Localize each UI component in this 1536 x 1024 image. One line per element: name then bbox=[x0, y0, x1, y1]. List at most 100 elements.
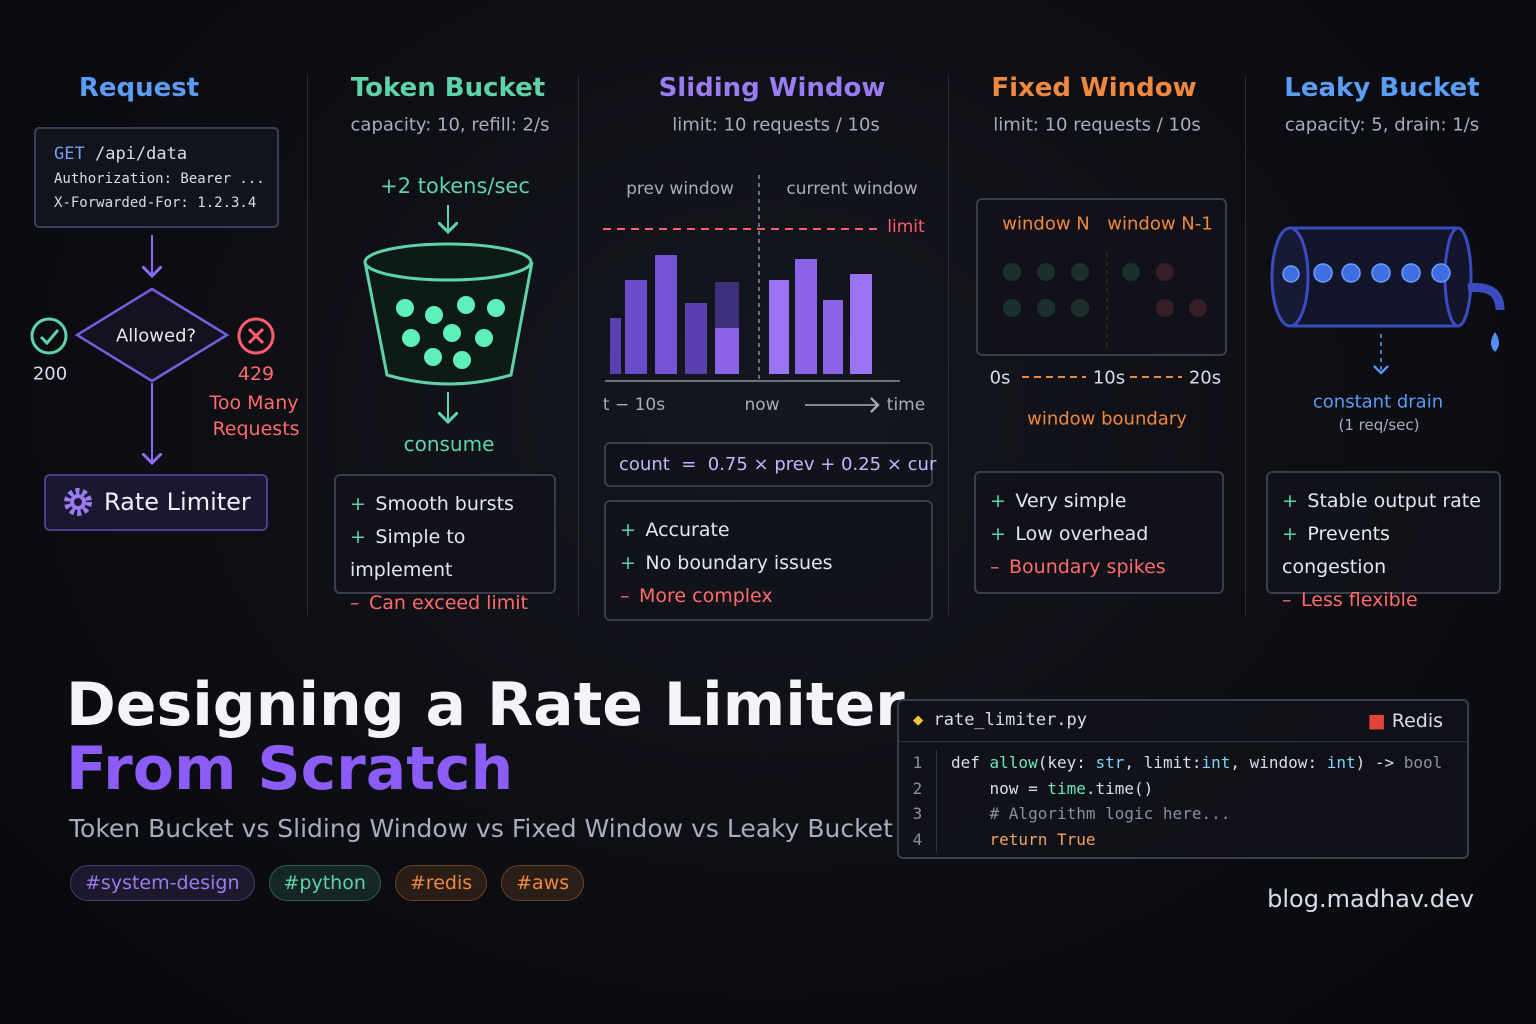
limit-label: limit bbox=[887, 217, 925, 237]
current-label: current window bbox=[786, 179, 918, 199]
cylinder-edges bbox=[1290, 226, 1458, 328]
tag: #aws bbox=[501, 865, 585, 901]
con-item: – More complex bbox=[620, 580, 917, 613]
headline: Designing a Rate Limiter bbox=[66, 670, 905, 740]
check-icon bbox=[30, 317, 68, 355]
line-number: 2 bbox=[899, 775, 937, 801]
code-token: int bbox=[1326, 753, 1356, 772]
file-name: ◆ rate_limiter.py bbox=[913, 710, 1087, 730]
note-text: Very simple bbox=[1015, 490, 1127, 512]
tags: #system-design #python #redis #aws bbox=[70, 865, 598, 901]
rejected-message: Too Many bbox=[209, 392, 299, 414]
sign: + bbox=[1282, 490, 1298, 512]
sign: + bbox=[990, 490, 1006, 512]
code-header: ◆ rate_limiter.py ■ Redis bbox=[899, 701, 1467, 742]
request-line: GET /api/data bbox=[54, 144, 187, 164]
method: GET bbox=[54, 144, 85, 164]
window-label: window N-1 bbox=[1107, 213, 1213, 235]
code-token: def bbox=[951, 753, 990, 772]
column-title: Fixed Window bbox=[991, 73, 1197, 103]
code-token: now = bbox=[951, 778, 1048, 798]
code-token: ) -> bbox=[1355, 753, 1404, 772]
sign: + bbox=[620, 519, 636, 541]
column-title: Leaky Bucket bbox=[1284, 73, 1480, 103]
sign: – bbox=[1282, 589, 1292, 611]
separator bbox=[1245, 75, 1246, 615]
headline-subtitle: Token Bucket vs Sliding Window vs Fixed … bbox=[69, 814, 893, 843]
pro-item: + Accurate bbox=[620, 514, 917, 547]
rate-limiter-button bbox=[44, 474, 268, 531]
code-token: , window: bbox=[1230, 753, 1327, 772]
pro-item: + Low overhead bbox=[990, 518, 1208, 551]
con-item: – Less flexible bbox=[1282, 584, 1485, 617]
note-text: Low overhead bbox=[1015, 523, 1149, 545]
axis-label: time bbox=[886, 395, 926, 415]
notes: + Very simple + Low overhead – Boundary sp… bbox=[974, 471, 1224, 594]
note-text: Smooth bursts bbox=[375, 493, 514, 515]
code-token: time bbox=[1047, 778, 1086, 798]
code-text: def allow(key: str, limit:int, window: i… bbox=[951, 750, 1442, 776]
request-bars bbox=[610, 255, 872, 374]
gear-icon bbox=[64, 488, 92, 516]
decision-label: Allowed? bbox=[115, 325, 197, 347]
column-subtitle: limit: 10 requests / 10s bbox=[993, 114, 1201, 136]
code-token: , limit: bbox=[1124, 753, 1202, 772]
axis-label: now bbox=[744, 395, 780, 415]
code-text: return True bbox=[951, 827, 1096, 853]
line-number: 3 bbox=[899, 801, 937, 827]
timeline-label: 0s bbox=[989, 367, 1011, 389]
boundary-label: window boundary bbox=[1027, 408, 1187, 430]
timeline-label: 20s bbox=[1188, 367, 1222, 389]
tag: #python bbox=[268, 865, 381, 901]
pro-item: + Prevents congestion bbox=[1282, 518, 1485, 584]
line-number: 4 bbox=[899, 826, 937, 852]
formula: count = 0.75 × prev + 0.25 × cur bbox=[604, 442, 936, 487]
sign: + bbox=[350, 493, 366, 515]
window-box bbox=[976, 198, 1227, 356]
pro-item: + Very simple bbox=[990, 485, 1208, 518]
queued-requests bbox=[1282, 263, 1451, 283]
code-text: now = time.time() bbox=[951, 776, 1154, 802]
column-title: Sliding Window bbox=[658, 73, 886, 103]
refill-label: +2 tokens/sec bbox=[380, 174, 530, 198]
reject-icon bbox=[237, 317, 275, 355]
drain-rate: (1 req/sec) bbox=[1338, 416, 1420, 434]
consume-label: consume bbox=[403, 432, 495, 456]
code-token: (key: bbox=[1037, 753, 1096, 772]
sign: – bbox=[350, 592, 360, 614]
header: X-Forwarded-For: 1.2.3.4 bbox=[54, 195, 257, 211]
column-title: Token Bucket bbox=[350, 73, 546, 103]
separator bbox=[948, 75, 949, 615]
pro-item: + No boundary issues bbox=[620, 547, 917, 580]
sign: – bbox=[620, 585, 630, 607]
notes: + Accurate + No boundary issues – More com… bbox=[604, 500, 933, 621]
column-subtitle: limit: 10 requests / 10s bbox=[672, 114, 880, 136]
con-item: – Boundary spikes bbox=[990, 551, 1208, 584]
bucket bbox=[363, 261, 534, 386]
code-token: int bbox=[1201, 753, 1231, 772]
con-item: – Can exceed limit bbox=[350, 587, 540, 620]
line-number: 1 bbox=[899, 750, 937, 776]
column-subtitle: capacity: 10, refill: 2/s bbox=[350, 114, 550, 136]
decision-diamond bbox=[74, 287, 230, 383]
note-text: Prevents congestion bbox=[1282, 523, 1390, 578]
request-box bbox=[34, 127, 279, 228]
allowed-code: 200 bbox=[32, 363, 68, 385]
note-text: Less flexible bbox=[1301, 589, 1418, 611]
sign: + bbox=[350, 526, 366, 548]
header: Authorization: Bearer ... bbox=[54, 171, 265, 187]
note-text: Stable output rate bbox=[1307, 490, 1481, 512]
code-token: True bbox=[1056, 829, 1096, 849]
timeline-label: 10s bbox=[1092, 367, 1126, 389]
drop bbox=[1491, 332, 1499, 352]
redis-icon: ■ bbox=[1367, 710, 1392, 732]
sign: + bbox=[990, 523, 1006, 545]
headline: From Scratch bbox=[66, 734, 514, 804]
separator bbox=[307, 75, 308, 615]
sign: + bbox=[620, 552, 636, 574]
code-text: # Algorithm logic here... bbox=[951, 801, 1231, 827]
code-token: .time() bbox=[1085, 778, 1154, 798]
